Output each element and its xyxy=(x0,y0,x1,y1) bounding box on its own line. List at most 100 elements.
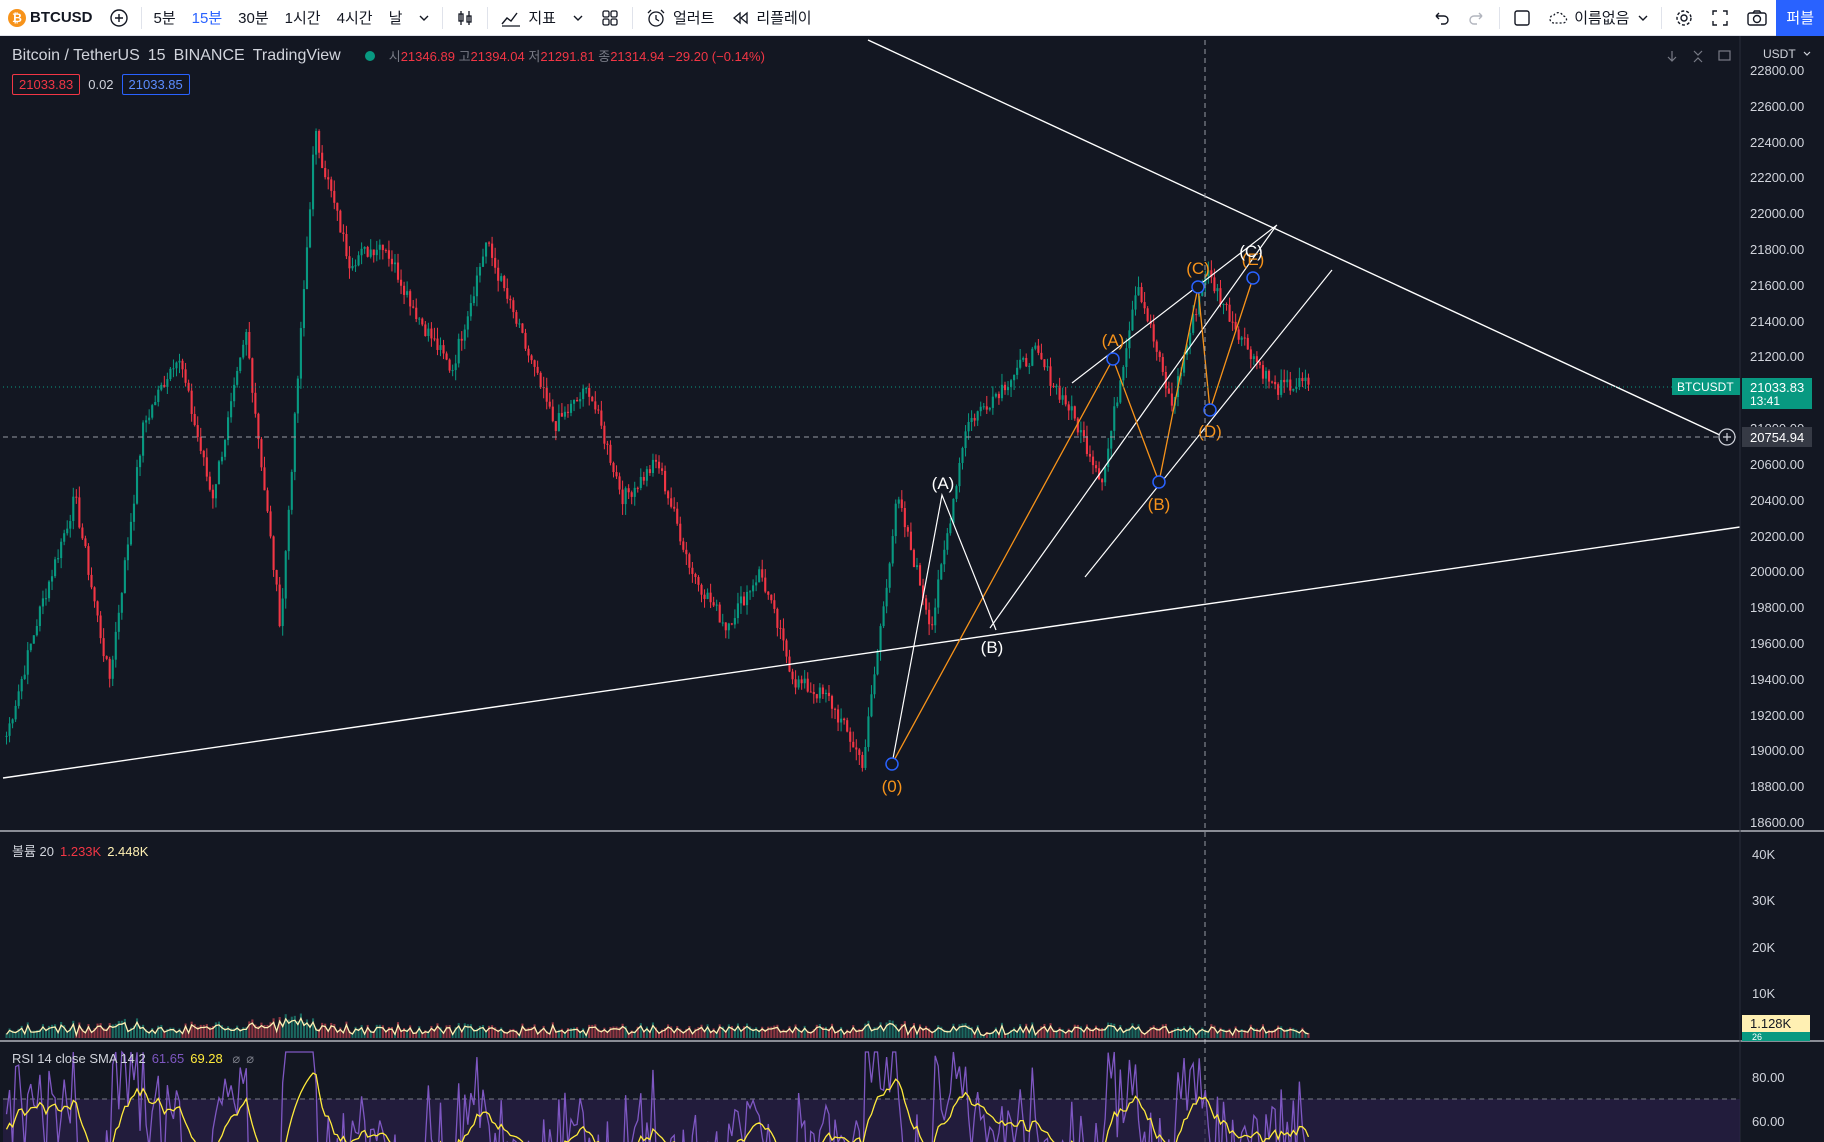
lower-trendline[interactable] xyxy=(2,526,1741,779)
volume-bar xyxy=(32,1030,35,1038)
wave-pivot[interactable] xyxy=(1191,280,1205,294)
templates-button[interactable] xyxy=(592,0,628,36)
volume-bar xyxy=(354,1026,357,1038)
volume-bar xyxy=(843,1033,846,1038)
candle-body xyxy=(1274,381,1277,385)
sell-price-box[interactable]: 21033.83 xyxy=(12,74,81,95)
volume-bar xyxy=(384,1030,387,1038)
volume-bar xyxy=(254,1024,257,1038)
redo-button[interactable] xyxy=(1459,0,1495,36)
volume-bar xyxy=(1052,1029,1055,1038)
candlestick-series xyxy=(5,128,1310,772)
collapse-icon[interactable] xyxy=(1693,50,1703,63)
candle-body xyxy=(903,507,906,528)
volume-bar xyxy=(381,1025,384,1038)
interval-4h[interactable]: 4시간 xyxy=(336,10,373,27)
layout-name-button[interactable]: 이름없음 xyxy=(1540,0,1657,36)
volume-value-bg xyxy=(1742,1015,1810,1032)
wave-pivot[interactable] xyxy=(1152,475,1166,489)
interval-30m[interactable]: 30분 xyxy=(238,10,269,27)
crosshair-price: 20754.94 xyxy=(1750,430,1804,445)
orange-wave-path[interactable] xyxy=(891,277,1254,765)
candle-body xyxy=(800,679,803,684)
volume-bar xyxy=(11,1030,14,1038)
volume-bar xyxy=(621,1023,624,1038)
axis-currency[interactable]: USDT xyxy=(1763,47,1796,61)
interval-5m[interactable]: 5분 xyxy=(153,10,176,27)
candle-body xyxy=(11,719,14,724)
channel-line-top[interactable] xyxy=(1071,224,1278,384)
volume-bar xyxy=(242,1027,245,1038)
volume-bar xyxy=(885,1022,888,1038)
volume-bar xyxy=(1186,1029,1189,1038)
candle-body xyxy=(776,608,779,628)
volume-bar xyxy=(324,1023,327,1038)
volume-bar xyxy=(54,1024,57,1038)
publish-button[interactable]: 퍼블 xyxy=(1776,0,1824,36)
volume-bar xyxy=(20,1025,23,1038)
undo-button[interactable] xyxy=(1423,0,1459,36)
volume-label[interactable]: 볼륨 20 xyxy=(12,844,54,859)
chart-canvas[interactable]: (0) (A) (B) (C) (D) (E) (A) (B) (C) USDT… xyxy=(0,36,1824,1142)
rsi-label[interactable]: RSI 14 close SMA 14 2 xyxy=(12,1051,146,1066)
volume-bar xyxy=(111,1024,114,1038)
alert-button[interactable]: 얼러트 xyxy=(637,0,722,36)
interval-dropdown[interactable] xyxy=(410,0,438,36)
volume-bar xyxy=(1034,1034,1037,1038)
wave-pivot[interactable] xyxy=(1203,403,1217,417)
buy-price-box[interactable]: 21033.85 xyxy=(121,74,190,95)
volume-bar xyxy=(157,1025,160,1038)
price-axis[interactable]: USDT 22800.00 22600.00 22400.00 22200.00… xyxy=(1750,47,1811,830)
maximize-icon[interactable] xyxy=(1718,50,1731,61)
price-tick: 22800.00 xyxy=(1750,63,1804,78)
candle-body xyxy=(44,598,48,600)
replay-button[interactable]: 리플레이 xyxy=(722,0,819,36)
candle-body xyxy=(906,527,909,532)
candle-body xyxy=(815,694,818,699)
volume-bar xyxy=(1301,1027,1304,1038)
volume-bar xyxy=(679,1028,682,1038)
volume-bar xyxy=(1003,1033,1007,1038)
candle-body xyxy=(418,318,421,320)
channel-line-mid[interactable] xyxy=(989,225,1277,629)
volume-bar xyxy=(418,1026,421,1038)
volume-bar xyxy=(1073,1024,1076,1038)
candle-body xyxy=(445,353,448,360)
candle-body xyxy=(90,574,93,588)
indicators-dropdown[interactable] xyxy=(564,0,592,36)
volume-bar xyxy=(1091,1028,1095,1038)
wave-pivot[interactable] xyxy=(1106,352,1120,366)
symbol-tag: BTCUSDT xyxy=(1677,380,1734,394)
symbol-selector[interactable]: ₿ BTCUSD xyxy=(0,0,101,36)
interval-15m[interactable]: 15분 xyxy=(191,10,223,27)
indicators-label: 지표 xyxy=(528,10,556,27)
fullscreen-button[interactable] xyxy=(1702,0,1738,36)
wave-pivot[interactable] xyxy=(1246,271,1260,285)
candle-body xyxy=(269,511,272,537)
interval-1h[interactable]: 1시간 xyxy=(284,10,321,27)
settings-button[interactable] xyxy=(1666,0,1702,36)
candle-body xyxy=(427,328,430,337)
wave-pivot[interactable] xyxy=(885,757,899,771)
layout-button[interactable] xyxy=(1504,0,1540,36)
white-wave-path[interactable] xyxy=(891,492,997,765)
candle-body xyxy=(818,687,821,699)
upper-trendline[interactable] xyxy=(867,39,1723,437)
interval-1d[interactable]: 날 xyxy=(388,10,403,27)
volume-bar xyxy=(1207,1030,1210,1038)
snapshot-button[interactable] xyxy=(1738,0,1776,36)
indicators-button[interactable]: 지표 xyxy=(492,0,564,36)
arrow-down-icon[interactable] xyxy=(1667,51,1677,62)
volume-bar xyxy=(569,1028,573,1038)
market-open-indicator xyxy=(364,50,375,61)
candle-body xyxy=(667,491,670,499)
chart-type-button[interactable] xyxy=(447,0,483,36)
volume-bar xyxy=(1267,1029,1271,1038)
candle-body xyxy=(1113,406,1116,431)
channel-line-bottom[interactable] xyxy=(1084,269,1333,578)
add-symbol-button[interactable] xyxy=(101,0,137,36)
volume-bar xyxy=(557,1029,560,1038)
legend-title[interactable]: Bitcoin / TetherUS xyxy=(12,46,140,64)
candle-body xyxy=(1219,288,1222,305)
candle-body xyxy=(1189,332,1192,346)
